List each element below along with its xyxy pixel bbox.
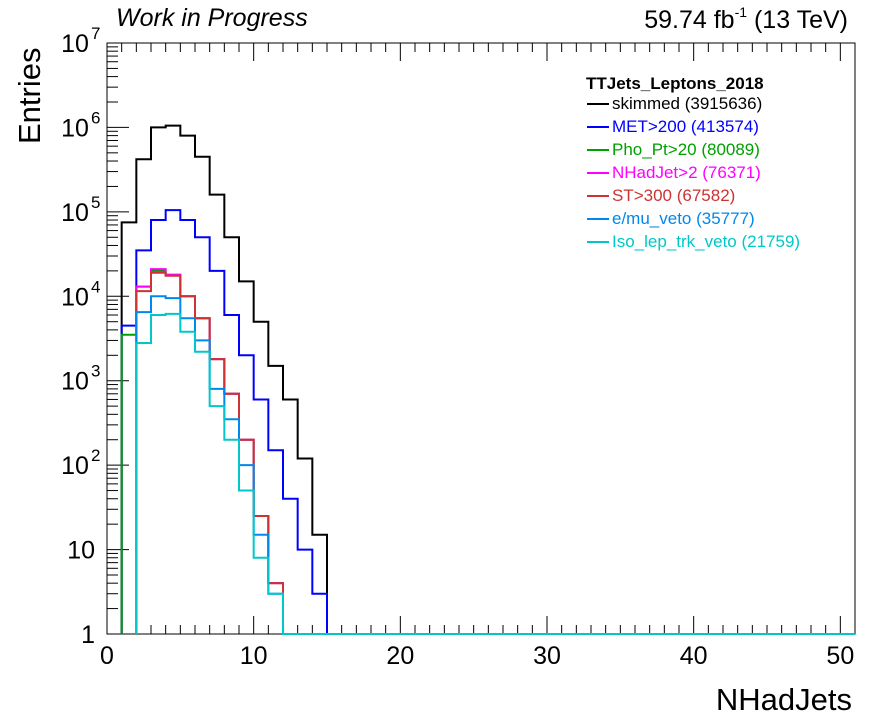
y-tick-label: 10 [67,537,95,565]
x-tick-label: 20 [386,642,414,670]
lumi-exponent: -1 [734,4,748,20]
x-tick-labels: 0 10 20 30 40 50 [100,642,854,670]
legend-title: TTJets_Leptons_2018 [586,74,764,93]
luminosity-label: 59.74 fb-1 (13 TeV) [644,4,848,35]
y-tick-exponent: 3 [91,362,100,381]
histogram-series-line [135,271,855,635]
histogram-series-line [120,124,855,635]
x-axis-title: NHadJets [716,682,852,717]
legend-entry: skimmed (3915636) [612,94,762,113]
histogram-series-line [135,295,855,635]
legend-entry: NHadJet>2 (76371) [612,163,761,182]
work-in-progress-label: Work in Progress [116,4,308,32]
histogram-series-line [135,268,855,635]
y-tick-exponent: 5 [91,193,100,212]
legend-entry: Pho_Pt>20 (80089) [612,140,760,159]
x-tick-label: 40 [680,642,708,670]
y-tick-label: 10 [61,283,89,311]
y-tick-label: 10 [61,199,89,227]
y-axis-title: Entries [12,48,47,144]
y-tick-exponent: 2 [91,446,100,465]
y-tick-label: 10 [61,452,89,480]
y-tick-label: 10 [61,114,89,142]
x-tick-label: 10 [240,642,268,670]
x-tick-label: 0 [100,642,114,670]
histogram-series-line [135,312,855,635]
axis-ticks [106,42,841,635]
legend-entry: Iso_lep_trk_veto (21759) [612,232,800,251]
energy-label: (13 TeV) [747,6,848,34]
y-tick-exponent: 7 [91,24,100,43]
y-tick-label: 1 [81,621,95,649]
legend-entry: ST>300 (67582) [612,186,735,205]
legend: TTJets_Leptons_2018 skimmed (3915636) MET… [586,74,800,251]
y-tick-label: 10 [61,30,89,58]
histogram-series-line [120,269,855,635]
legend-entry: e/mu_veto (35777) [612,209,755,228]
x-tick-label: 50 [826,642,854,670]
legend-entry: MET>200 (413574) [612,117,759,136]
lumi-value: 59.74 fb [644,6,735,34]
histogram-series-line [120,209,855,635]
y-tick-label: 10 [61,368,89,396]
x-tick-label: 30 [533,642,561,670]
y-tick-exponent: 4 [91,277,100,296]
histogram-series [120,124,855,635]
y-tick-exponent: 6 [91,108,100,127]
